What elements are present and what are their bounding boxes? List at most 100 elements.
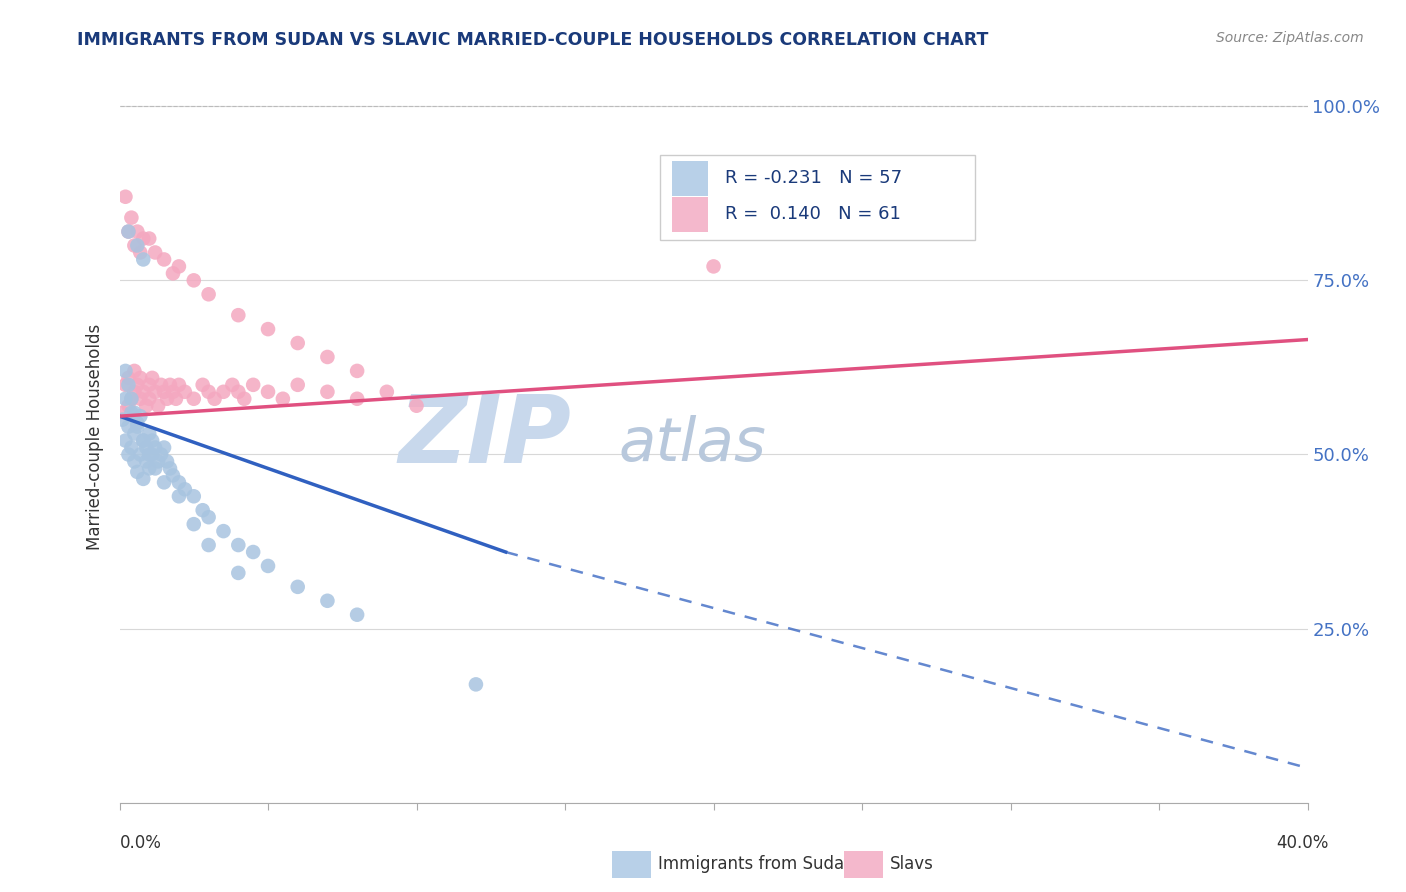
Point xyxy=(228,308,250,322)
Point xyxy=(228,384,250,399)
Point xyxy=(132,231,155,245)
Point xyxy=(346,392,368,406)
Text: ZIP: ZIP xyxy=(398,391,571,483)
Point xyxy=(153,441,176,455)
Point xyxy=(111,412,134,426)
Point xyxy=(153,252,176,267)
Point xyxy=(167,377,190,392)
Point xyxy=(167,489,190,503)
Text: R = -0.231   N = 57: R = -0.231 N = 57 xyxy=(725,169,903,186)
Point xyxy=(242,377,264,392)
Point xyxy=(135,399,157,413)
Text: Immigrants from Sudan: Immigrants from Sudan xyxy=(658,855,855,873)
Point xyxy=(228,566,250,580)
Point xyxy=(153,384,176,399)
Point xyxy=(316,384,339,399)
Point xyxy=(129,392,152,406)
Point xyxy=(117,377,139,392)
Point xyxy=(141,448,163,462)
Point xyxy=(165,392,187,406)
FancyBboxPatch shape xyxy=(672,197,707,232)
Point xyxy=(143,461,166,475)
Point xyxy=(124,384,146,399)
Text: IMMIGRANTS FROM SUDAN VS SLAVIC MARRIED-COUPLE HOUSEHOLDS CORRELATION CHART: IMMIGRANTS FROM SUDAN VS SLAVIC MARRIED-… xyxy=(77,31,988,49)
Point xyxy=(173,384,195,399)
Point xyxy=(204,392,226,406)
Point xyxy=(156,454,179,468)
Point xyxy=(127,225,149,239)
Point xyxy=(117,399,139,413)
Point xyxy=(138,377,160,392)
Point xyxy=(183,273,205,287)
FancyBboxPatch shape xyxy=(672,161,707,196)
Point xyxy=(316,594,339,608)
Point xyxy=(242,545,264,559)
Point xyxy=(127,419,149,434)
Point xyxy=(162,468,184,483)
Point xyxy=(167,475,190,490)
Point xyxy=(132,472,155,486)
Point xyxy=(143,441,166,455)
Point xyxy=(233,392,256,406)
Point xyxy=(138,392,160,406)
Point xyxy=(117,225,139,239)
Point xyxy=(117,448,139,462)
Point xyxy=(197,538,219,552)
Point xyxy=(138,448,160,462)
Point xyxy=(141,434,163,448)
Point xyxy=(212,524,235,538)
Point xyxy=(117,225,139,239)
Point xyxy=(124,406,146,420)
Point xyxy=(138,461,160,475)
Point xyxy=(129,371,152,385)
Text: Source: ZipAtlas.com: Source: ZipAtlas.com xyxy=(1216,31,1364,45)
Point xyxy=(191,377,214,392)
Point xyxy=(117,371,139,385)
Point xyxy=(146,399,169,413)
Point xyxy=(132,434,155,448)
Point xyxy=(143,245,166,260)
Point xyxy=(346,607,368,622)
Point xyxy=(129,245,152,260)
Point xyxy=(153,475,176,490)
Point xyxy=(129,409,152,424)
Point xyxy=(159,461,181,475)
Point xyxy=(143,384,166,399)
Point xyxy=(159,377,181,392)
Point xyxy=(257,322,280,336)
Point xyxy=(132,434,155,448)
Point xyxy=(120,441,142,455)
Point xyxy=(257,558,280,573)
Point xyxy=(124,238,146,252)
Point xyxy=(405,399,427,413)
Y-axis label: Married-couple Households: Married-couple Households xyxy=(86,324,104,550)
Point xyxy=(150,448,173,462)
Point xyxy=(464,677,488,691)
Point xyxy=(156,392,179,406)
Point xyxy=(127,377,149,392)
Point xyxy=(150,377,173,392)
Point xyxy=(228,538,250,552)
Point xyxy=(271,392,294,406)
Point xyxy=(120,392,142,406)
Point xyxy=(162,384,184,399)
Point xyxy=(124,454,146,468)
Point xyxy=(114,190,136,204)
Point xyxy=(135,454,157,468)
Point xyxy=(316,350,339,364)
Point xyxy=(167,260,190,274)
Point xyxy=(183,392,205,406)
Point xyxy=(138,231,160,245)
Point xyxy=(141,371,163,385)
Point xyxy=(197,384,219,399)
Point xyxy=(183,517,205,532)
Point xyxy=(183,489,205,503)
Text: 0.0%: 0.0% xyxy=(120,834,162,852)
Text: 40.0%: 40.0% xyxy=(1277,834,1329,852)
Text: atlas: atlas xyxy=(619,415,766,474)
Point xyxy=(173,483,195,497)
Point xyxy=(132,384,155,399)
Point xyxy=(127,238,149,252)
Text: R =  0.140   N = 61: R = 0.140 N = 61 xyxy=(725,205,901,223)
Point xyxy=(120,211,142,225)
